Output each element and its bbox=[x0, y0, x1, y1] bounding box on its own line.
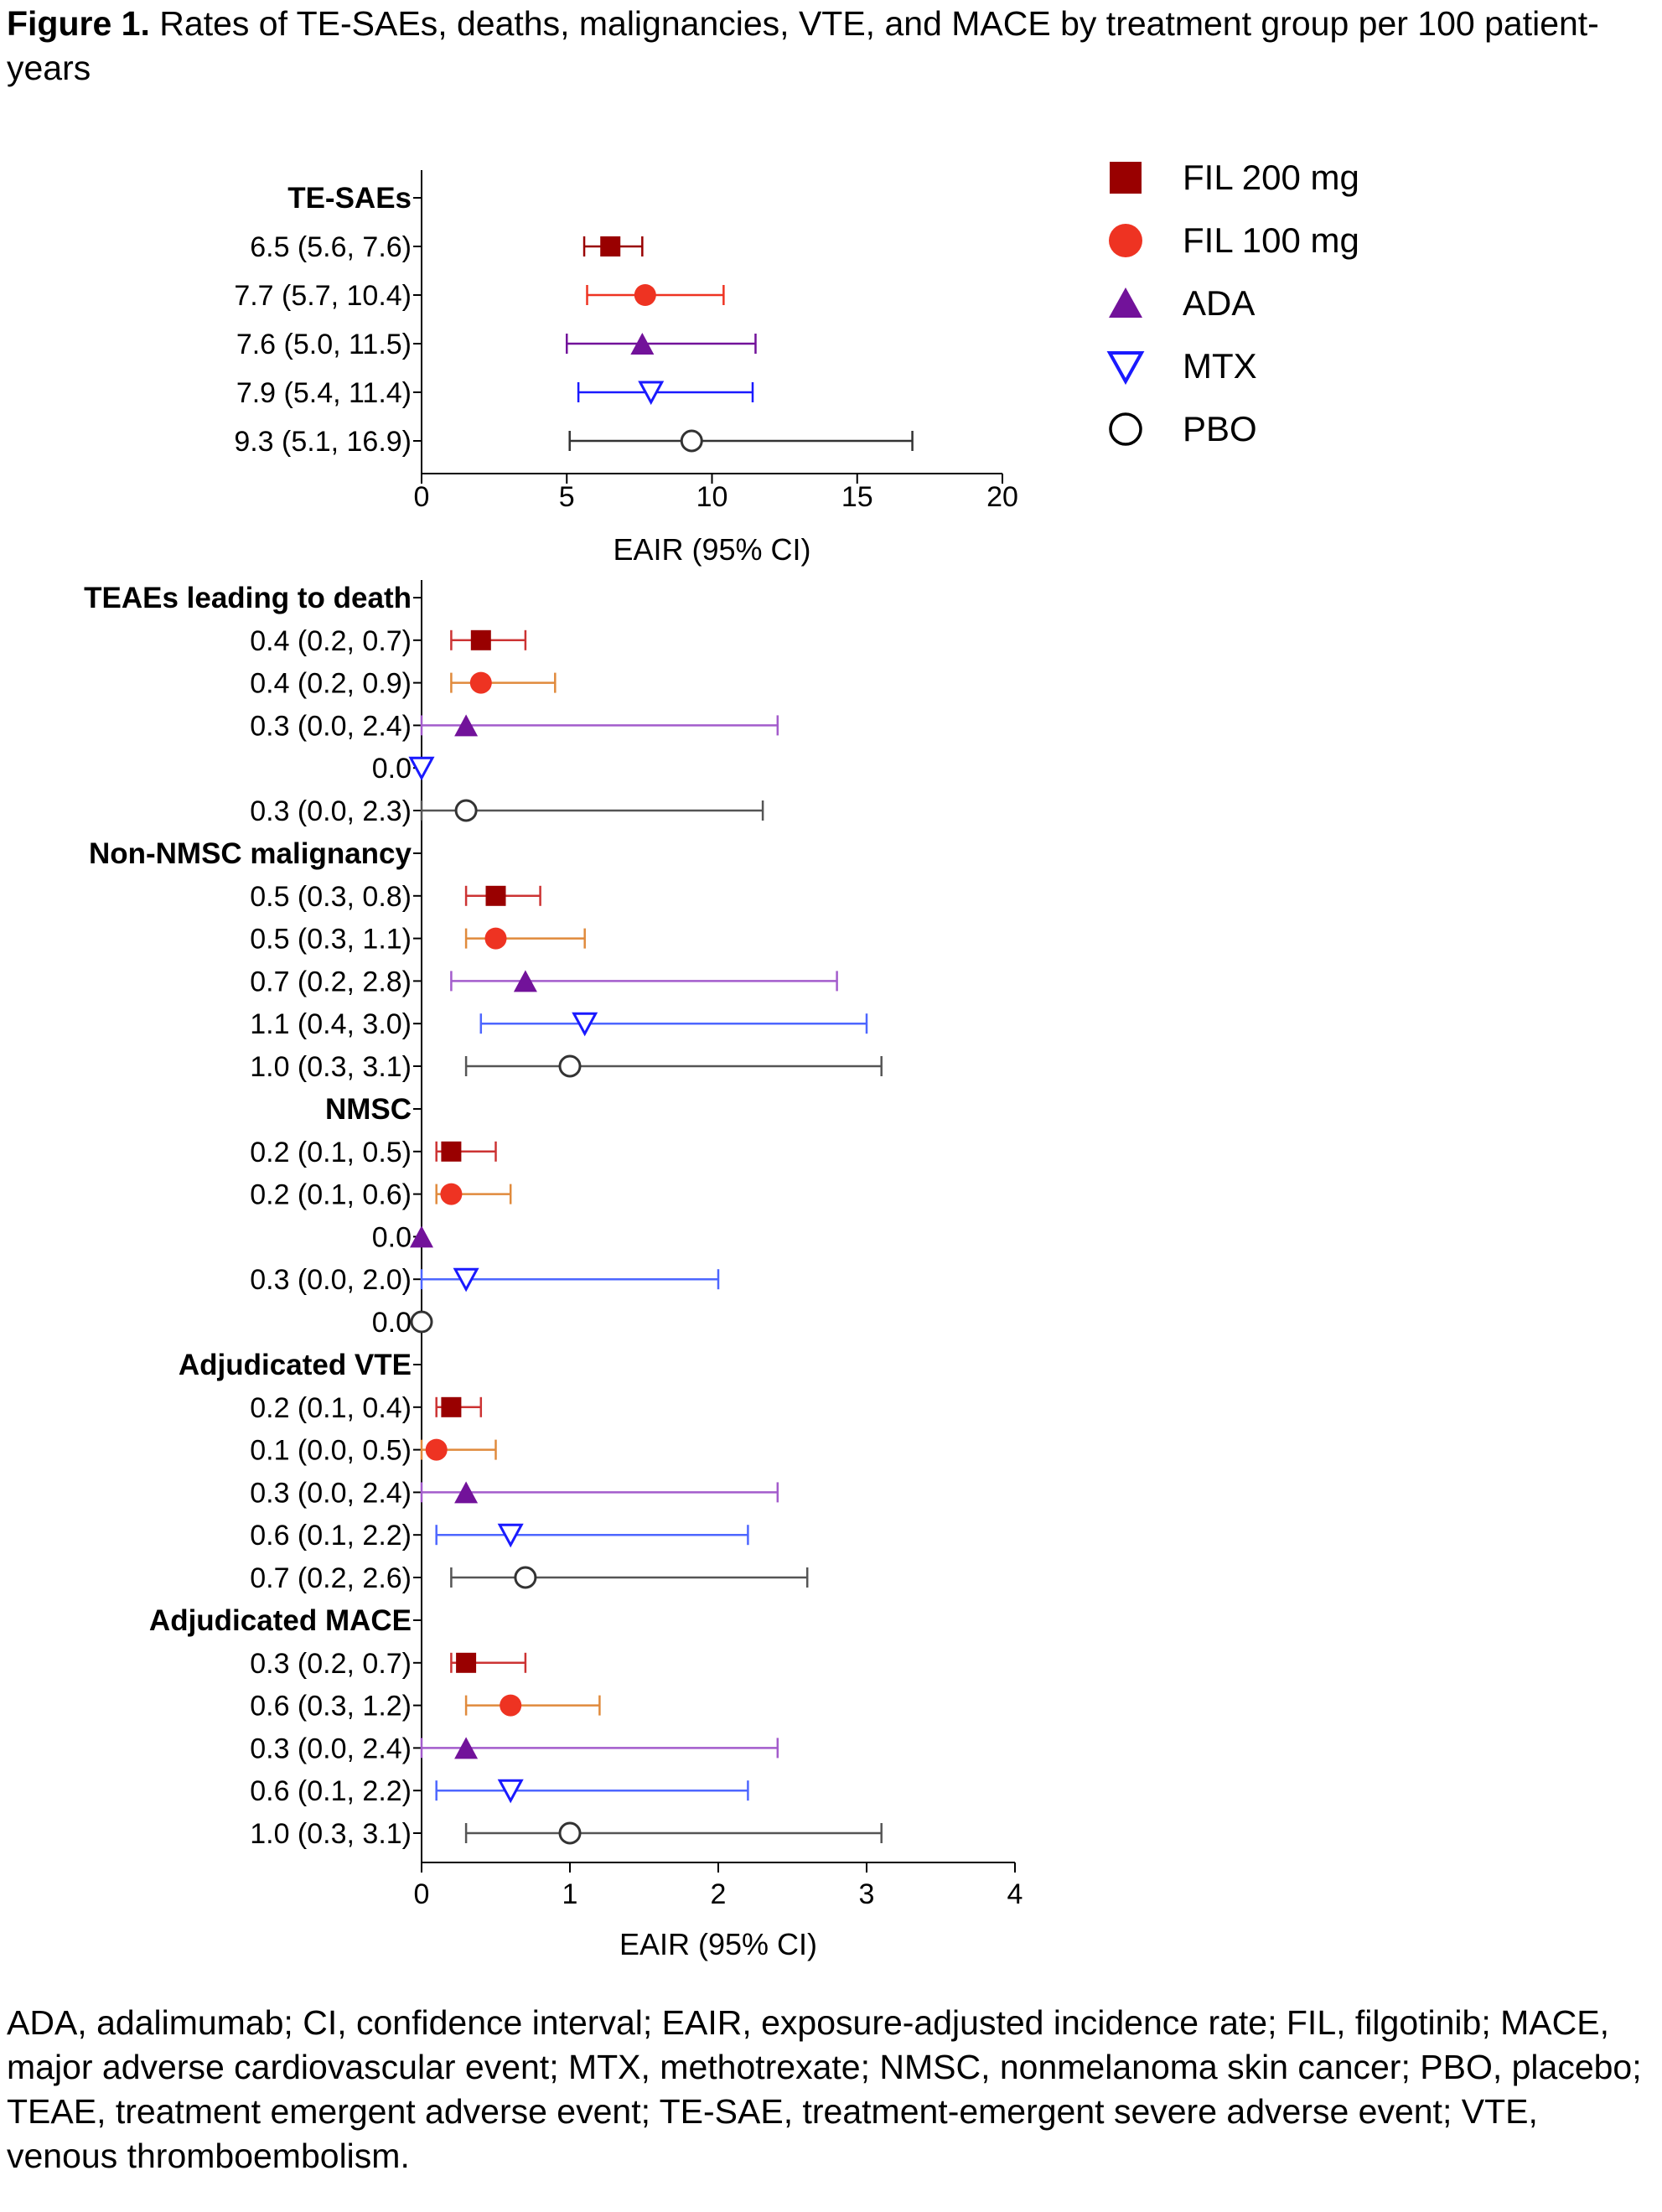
row-label-te-saes-mtx: 7.9 (5.4, 11.4) bbox=[236, 377, 412, 409]
row-label-adjudicated-vte-fil-200-mg: 0.2 (0.1, 0.4) bbox=[250, 1392, 412, 1424]
legend-label-fil-200-mg: FIL 200 mg bbox=[1183, 158, 1359, 197]
point-teaes-leading-to-death-pbo bbox=[454, 799, 478, 822]
row-label-teaes-leading-to-death-fil-100-mg: 0.4 (0.2, 0.9) bbox=[250, 668, 412, 700]
point-nmsc-fil-100-mg bbox=[440, 1183, 463, 1205]
point-nmsc-fil-200-mg bbox=[441, 1141, 462, 1162]
figure-title-text: Rates of TE-SAEs, deaths, malignancies, … bbox=[7, 4, 1599, 87]
group-label-non-nmsc-malignancy: Non-NMSC malignancy bbox=[89, 837, 412, 870]
panel1-x-tick-label: 10 bbox=[696, 481, 728, 513]
panel1-x-tick-label: 15 bbox=[841, 481, 873, 513]
panel2-x-tick-label: 3 bbox=[859, 1878, 875, 1910]
point-adjudicated-vte-pbo bbox=[514, 1566, 537, 1589]
point-adjudicated-mace-mtx bbox=[497, 1779, 524, 1804]
row-label-non-nmsc-malignancy-fil-100-mg: 0.5 (0.3, 1.1) bbox=[250, 924, 412, 956]
row-label-nmsc-fil-200-mg: 0.2 (0.1, 0.5) bbox=[250, 1137, 412, 1168]
point-te-saes-ada bbox=[630, 333, 655, 355]
point-non-nmsc-malignancy-ada bbox=[513, 970, 537, 992]
point-te-saes-fil-100-mg bbox=[634, 284, 656, 306]
row-label-adjudicated-mace-pbo: 1.0 (0.3, 3.1) bbox=[250, 1818, 412, 1850]
row-label-adjudicated-vte-ada: 0.3 (0.0, 2.4) bbox=[250, 1477, 412, 1509]
row-label-teaes-leading-to-death-fil-200-mg: 0.4 (0.2, 0.7) bbox=[250, 625, 412, 657]
group-label-te-saes: TE-SAEs bbox=[287, 182, 412, 215]
row-label-non-nmsc-malignancy-fil-200-mg: 0.5 (0.3, 0.8) bbox=[250, 881, 412, 913]
point-non-nmsc-malignancy-pbo bbox=[558, 1054, 582, 1078]
row-label-adjudicated-mace-mtx: 0.6 (0.1, 2.2) bbox=[250, 1775, 412, 1807]
point-te-saes-fil-200-mg bbox=[600, 236, 621, 256]
point-non-nmsc-malignancy-fil-100-mg bbox=[484, 927, 507, 950]
point-teaes-leading-to-death-fil-100-mg bbox=[469, 671, 492, 694]
point-non-nmsc-malignancy-fil-200-mg bbox=[485, 885, 506, 906]
legend-marker-fil-100-mg bbox=[1109, 224, 1142, 257]
legend-label-ada: ADA bbox=[1183, 283, 1255, 323]
row-label-non-nmsc-malignancy-mtx: 1.1 (0.4, 3.0) bbox=[250, 1008, 412, 1040]
figure-title-label: Figure 1. bbox=[7, 4, 150, 43]
group-label-nmsc: NMSC bbox=[325, 1093, 412, 1126]
point-teaes-leading-to-death-fil-200-mg bbox=[470, 629, 491, 650]
row-label-adjudicated-mace-fil-100-mg: 0.6 (0.3, 1.2) bbox=[250, 1691, 412, 1722]
legend-label-mtx: MTX bbox=[1183, 346, 1257, 386]
row-label-nmsc-fil-100-mg: 0.2 (0.1, 0.6) bbox=[250, 1179, 412, 1211]
row-label-te-saes-fil-100-mg: 7.7 (5.7, 10.4) bbox=[234, 280, 412, 312]
legend-marker-pbo bbox=[1109, 412, 1142, 446]
legend-label-pbo: PBO bbox=[1183, 409, 1257, 448]
panel2-x-tick-label: 4 bbox=[1007, 1878, 1023, 1910]
point-te-saes-pbo bbox=[680, 429, 703, 453]
row-label-teaes-leading-to-death-mtx: 0.0 bbox=[372, 753, 412, 785]
legend-marker-mtx bbox=[1106, 351, 1145, 386]
row-label-te-saes-pbo: 9.3 (5.1, 16.9) bbox=[234, 426, 412, 458]
point-nmsc-ada bbox=[410, 1225, 433, 1248]
group-label-teaes-leading-to-death: TEAEs leading to death bbox=[84, 582, 412, 614]
row-label-te-saes-ada: 7.6 (5.0, 11.5) bbox=[236, 329, 412, 360]
row-label-teaes-leading-to-death-ada: 0.3 (0.0, 2.4) bbox=[250, 710, 412, 742]
panel1-x-tick-label: 5 bbox=[559, 481, 575, 513]
panel2-x-tick-label: 2 bbox=[711, 1878, 727, 1910]
panel2-x-tick-label: 1 bbox=[562, 1878, 578, 1910]
figure-title: Figure 1. Rates of TE-SAEs, deaths, mali… bbox=[7, 2, 1649, 91]
row-label-te-saes-fil-200-mg: 6.5 (5.6, 7.6) bbox=[250, 231, 412, 263]
legend-marker-fil-200-mg bbox=[1110, 162, 1142, 194]
row-label-adjudicated-vte-mtx: 0.6 (0.1, 2.2) bbox=[250, 1520, 412, 1552]
point-te-saes-mtx bbox=[638, 381, 665, 406]
point-nmsc-pbo bbox=[410, 1310, 433, 1334]
row-label-nmsc-pbo: 0.0 bbox=[372, 1307, 412, 1339]
point-adjudicated-vte-mtx bbox=[497, 1523, 524, 1548]
legend-label-fil-100-mg: FIL 100 mg bbox=[1183, 220, 1359, 260]
point-adjudicated-vte-fil-200-mg bbox=[441, 1396, 462, 1417]
panel2-x-tick-label: 0 bbox=[414, 1878, 430, 1910]
group-label-adjudicated-mace: Adjudicated MACE bbox=[149, 1604, 412, 1637]
point-adjudicated-mace-ada bbox=[454, 1737, 479, 1759]
panel2-x-axis-label: EAIR (95% CI) bbox=[619, 1927, 817, 1961]
point-adjudicated-vte-ada bbox=[454, 1481, 479, 1504]
panel1-x-axis-label: EAIR (95% CI) bbox=[613, 532, 810, 567]
point-nmsc-mtx bbox=[453, 1267, 479, 1292]
point-adjudicated-mace-fil-200-mg bbox=[456, 1652, 477, 1673]
row-label-non-nmsc-malignancy-ada: 0.7 (0.2, 2.8) bbox=[250, 966, 412, 997]
row-label-teaes-leading-to-death-pbo: 0.3 (0.0, 2.3) bbox=[250, 795, 412, 827]
figure-footnote: ADA, adalimumab; CI, confidence interval… bbox=[7, 2003, 1642, 2175]
row-label-adjudicated-mace-fil-200-mg: 0.3 (0.2, 0.7) bbox=[250, 1648, 412, 1680]
point-adjudicated-mace-fil-100-mg bbox=[500, 1694, 522, 1717]
row-label-adjudicated-mace-ada: 0.3 (0.0, 2.4) bbox=[250, 1733, 412, 1764]
point-teaes-leading-to-death-ada bbox=[454, 714, 479, 737]
row-label-non-nmsc-malignancy-pbo: 1.0 (0.3, 3.1) bbox=[250, 1051, 412, 1083]
row-label-nmsc-ada: 0.0 bbox=[372, 1221, 412, 1253]
panel1-x-tick-label: 20 bbox=[986, 481, 1018, 513]
point-non-nmsc-malignancy-mtx bbox=[572, 1012, 598, 1037]
row-label-adjudicated-vte-pbo: 0.7 (0.2, 2.6) bbox=[250, 1562, 412, 1594]
row-label-nmsc-mtx: 0.3 (0.0, 2.0) bbox=[250, 1264, 412, 1296]
panel1-x-tick-label: 0 bbox=[414, 481, 430, 513]
group-label-adjudicated-vte: Adjudicated VTE bbox=[179, 1349, 412, 1381]
point-adjudicated-mace-pbo bbox=[558, 1821, 582, 1845]
point-adjudicated-vte-fil-100-mg bbox=[425, 1438, 448, 1461]
point-teaes-leading-to-death-mtx bbox=[408, 756, 435, 781]
legend-marker-ada bbox=[1109, 288, 1142, 318]
row-label-adjudicated-vte-fil-100-mg: 0.1 (0.0, 0.5) bbox=[250, 1435, 412, 1467]
